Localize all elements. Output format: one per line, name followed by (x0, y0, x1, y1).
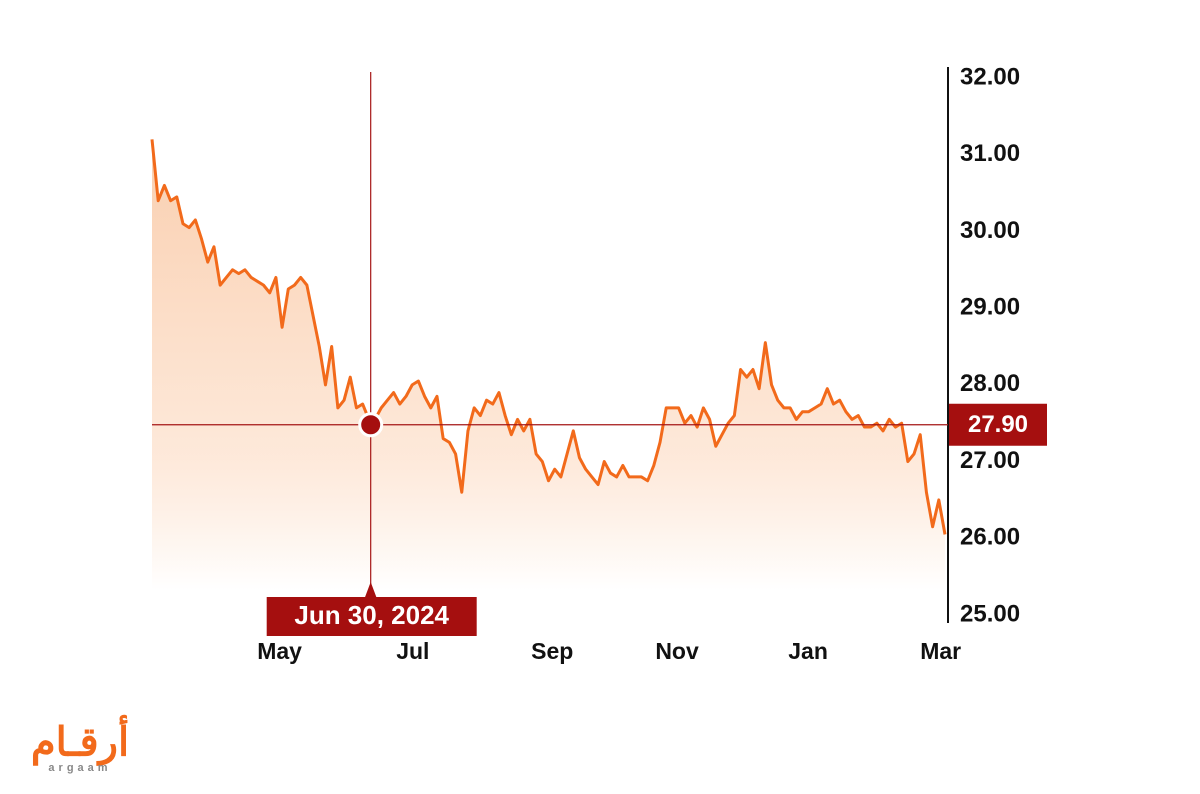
line (150, 139, 947, 535)
price-label: 27.90 (968, 411, 1028, 438)
area (152, 139, 945, 590)
y-tick-label: 30.00 (960, 217, 1020, 244)
x-tick-label: Sep (531, 638, 573, 664)
x-tick-label: Jul (396, 638, 429, 664)
x-tick-label: Nov (655, 638, 699, 664)
price-box (949, 403, 1047, 446)
logo-latin: argaam (48, 762, 111, 774)
logo: أرقـام (31, 714, 129, 767)
y-tick-label: 25.00 (960, 600, 1020, 627)
date-label: Jun 30, 2024 (294, 600, 449, 630)
x-tick-label: Jan (788, 638, 828, 664)
y-tick-label: 31.00 (960, 140, 1020, 167)
y-tick-label: 27.00 (960, 447, 1020, 474)
x-tick-label: Mar (920, 638, 961, 664)
x-tick-label: May (257, 638, 302, 664)
crosshair-dot (358, 412, 384, 438)
date-box (266, 597, 477, 636)
y-tick-label: 26.00 (960, 524, 1020, 551)
y-tick-label: 32.00 (960, 63, 1020, 90)
y-tick-label: 29.00 (960, 293, 1020, 320)
date-pointer (364, 582, 377, 598)
y-tick-label: 28.00 (960, 370, 1020, 397)
